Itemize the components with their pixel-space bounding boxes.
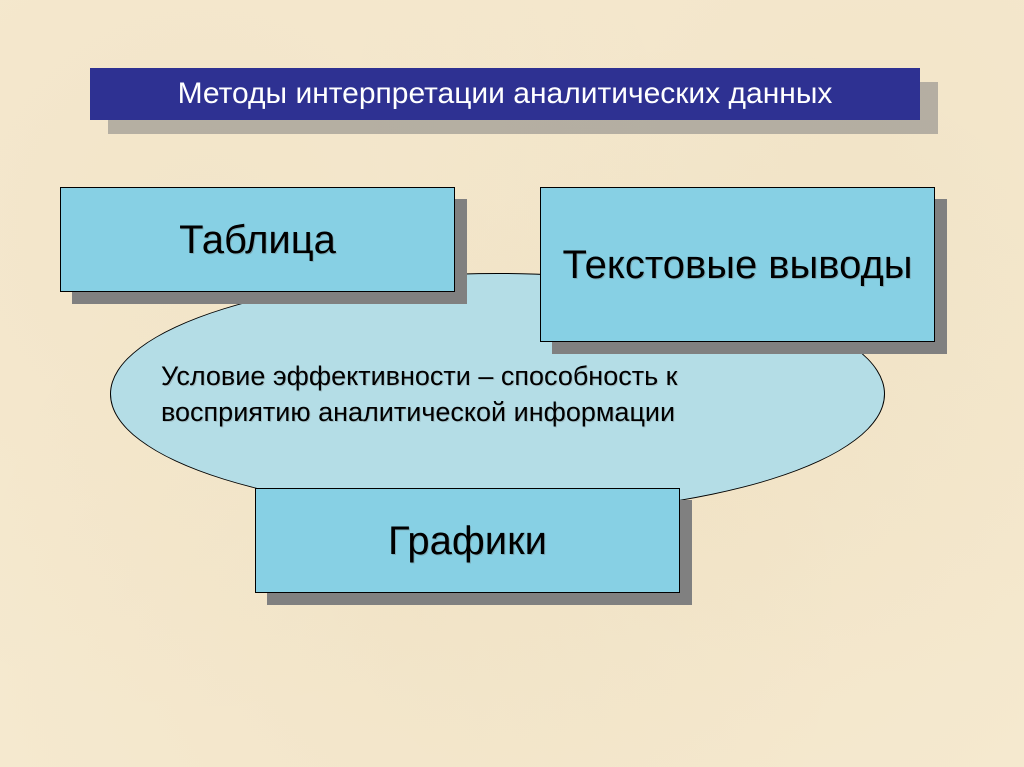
title-text: Методы интерпретации аналитических данны… [178,77,833,111]
box-text: Текстовые выводы [540,187,935,342]
box-table: Таблица [60,187,455,292]
slide-canvas: Методы интерпретации аналитических данны… [0,0,1024,767]
box-label-text: Текстовые выводы [562,240,912,290]
title-bar: Методы интерпретации аналитических данны… [90,68,920,120]
ellipse-text: Условие эффективности – способность к во… [111,358,884,431]
box-label-charts: Графики [388,516,547,566]
box-label-table: Таблица [179,215,336,265]
box-charts: Графики [255,488,680,593]
